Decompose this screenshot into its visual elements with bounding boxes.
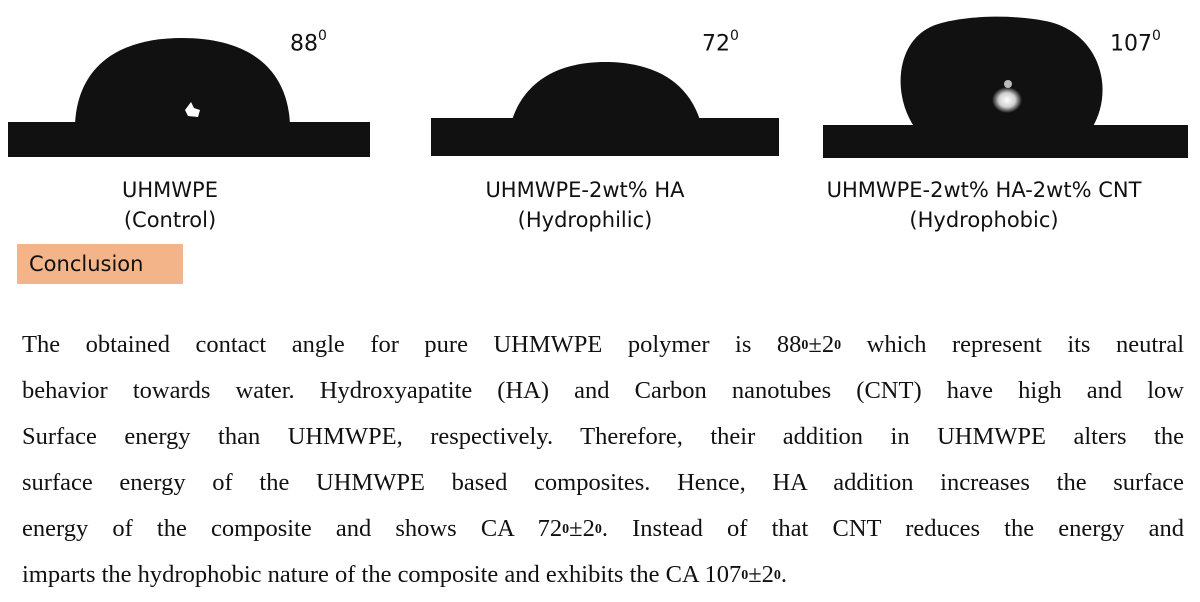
droplet-panel-control: 880 [0,0,400,175]
caption-property: (Control) [123,208,217,232]
droplet [75,38,290,124]
paragraph-line: Surface energy than UHMWPE, respectively… [22,423,1184,450]
paragraph-line: The obtained contact angle for pure UHMW… [22,331,1185,358]
caption-ha: UHMWPE-2wt% HA (Hydrophilic) [455,175,715,235]
droplet-panel-ha-cnt: 1070 [810,0,1200,175]
conclusion-heading: Conclusion [17,244,183,284]
paragraph-line: imparts the hydrophobic nature of the co… [22,561,788,588]
droplet-image-control [8,38,370,157]
reflection [992,87,1022,113]
droplet [512,62,700,120]
reflection-dot [1004,80,1012,88]
caption-sample-name: UHMWPE-2wt% HA [485,178,685,202]
caption-control: UHMWPE (Control) [60,175,280,235]
substrate [431,118,779,156]
droplet [900,16,1103,128]
caption-property: (Hydrophilic) [517,208,653,232]
caption-sample-name: UHMWPE [122,178,218,202]
contact-angle-label: 720 [702,28,739,57]
reflection [185,102,200,117]
substrate [823,125,1188,158]
paragraph-line: energy of the composite and shows CA 720… [22,515,1184,542]
contact-angle-label: 880 [290,28,327,57]
caption-property: (Hydrophobic) [909,208,1059,232]
droplet-image-ha [431,62,779,156]
droplet-image-ha-cnt [823,16,1188,158]
substrate [8,122,370,157]
caption-ha-cnt: UHMWPE-2wt% HA-2wt% CNT (Hydrophobic) [788,175,1180,235]
droplet-panel-ha: 720 [420,0,800,175]
paragraph-line: behavior towards water. Hydroxyapatite (… [22,377,1184,404]
paragraph-line: surface energy of the UHMWPE based compo… [22,469,1184,496]
caption-sample-name: UHMWPE-2wt% HA-2wt% CNT [826,178,1142,202]
conclusion-paragraph: The obtained contact angle for pure UHMW… [22,322,1184,598]
contact-angle-label: 1070 [1110,28,1161,57]
